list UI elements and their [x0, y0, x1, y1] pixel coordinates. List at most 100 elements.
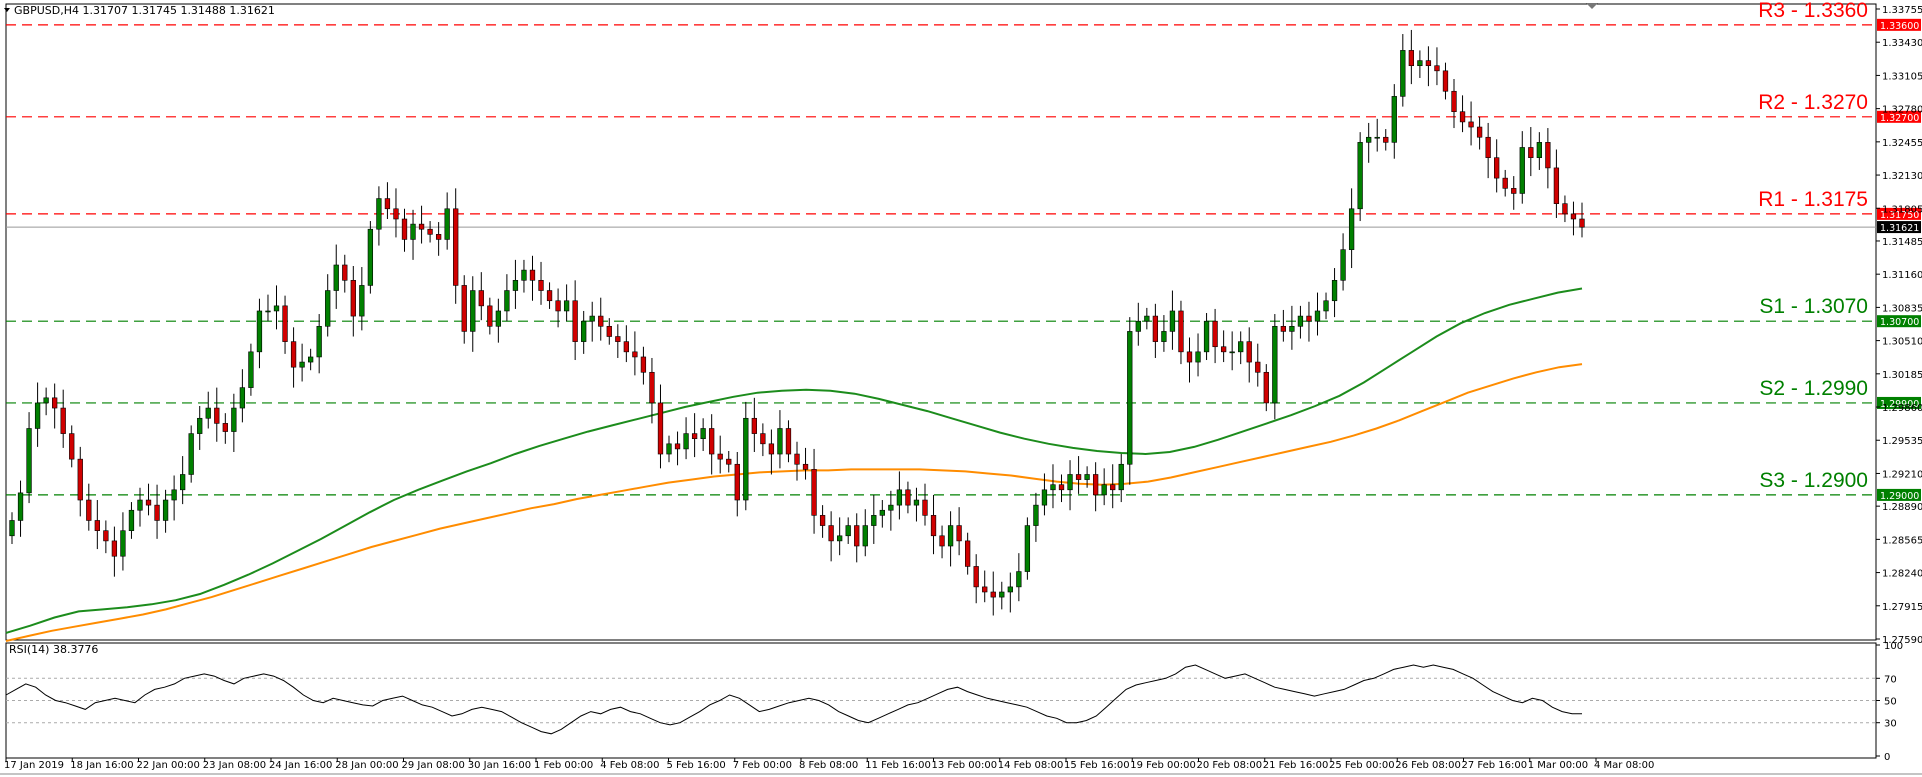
candle-body — [512, 280, 519, 291]
x-tick-label: 24 Jan 16:00 — [269, 760, 332, 771]
candle-body — [581, 320, 587, 342]
level-label: S2 - 1.2990 — [1759, 377, 1868, 400]
candle-body — [1075, 474, 1082, 480]
candle-body — [1195, 351, 1201, 363]
candle-body — [256, 310, 263, 353]
candle-body — [1033, 504, 1039, 526]
x-tick-label: 28 Jan 00:00 — [335, 760, 398, 771]
candle-body — [521, 269, 527, 281]
x-tick-label: 4 Feb 08:00 — [600, 760, 659, 771]
candle-body — [726, 458, 732, 465]
rsi-tick-label: 50 — [1884, 697, 1897, 708]
x-tick-label: 30 Jan 16:00 — [468, 760, 531, 771]
level-label: R2 - 1.3270 — [1758, 91, 1868, 114]
candle-body — [691, 433, 698, 440]
y-tick-label: 1.28890 — [1882, 502, 1922, 513]
level-price-tag-text: 1.33600 — [1880, 21, 1919, 32]
candle-body — [1562, 203, 1568, 215]
candle-body — [657, 402, 664, 455]
candle-body — [248, 351, 254, 388]
y-tick-label: 1.33755 — [1882, 5, 1922, 16]
price-panel — [5, 3, 1877, 641]
level-price-tag-text: 1.30700 — [1880, 317, 1919, 328]
candle-body — [145, 499, 152, 506]
candle-body — [999, 591, 1005, 598]
candle-body — [871, 515, 877, 526]
candle-body — [1110, 484, 1116, 491]
candle-body — [990, 591, 996, 598]
candle-body — [734, 463, 740, 501]
candle-body — [819, 515, 826, 526]
candle-body — [837, 535, 843, 542]
candle-body — [640, 356, 647, 373]
candle-body — [973, 566, 979, 588]
candle-body — [307, 356, 314, 363]
symbol-info: GBPUSD,H4 1.31707 1.31745 1.31488 1.3162… — [14, 4, 275, 17]
y-tick-label: 1.32130 — [1882, 171, 1922, 182]
candle-body — [128, 509, 135, 531]
candle-body — [615, 336, 621, 342]
x-tick-label: 13 Feb 00:00 — [932, 760, 998, 771]
candle-body — [666, 443, 672, 455]
candle-body — [316, 325, 322, 358]
x-tick-label: 1 Mar 00:00 — [1528, 760, 1588, 771]
candle-body — [760, 433, 766, 445]
candle-body — [1092, 474, 1099, 496]
candle-body — [1553, 167, 1560, 204]
candle-body — [342, 264, 348, 281]
candle-body — [1212, 320, 1218, 348]
y-tick-label: 1.32455 — [1882, 138, 1922, 149]
candle-body — [674, 443, 681, 450]
x-tick-label: 23 Jan 08:00 — [203, 760, 266, 771]
candle-body — [546, 290, 553, 302]
candle-body — [444, 208, 450, 240]
candle-body — [1272, 325, 1278, 404]
candle-body — [1340, 249, 1346, 281]
candle-body — [43, 397, 49, 404]
candle-body — [1425, 60, 1432, 67]
level-price-tag-text: 1.29000 — [1880, 491, 1919, 502]
candle-body — [1511, 188, 1517, 194]
level-price-tag — [1877, 18, 1921, 31]
x-tick-label: 4 Mar 08:00 — [1594, 760, 1654, 771]
candle-body — [1152, 315, 1159, 342]
candle-body — [1476, 126, 1483, 138]
level-price-tag — [1877, 110, 1921, 123]
candle-body — [1101, 484, 1107, 496]
candle-body — [1536, 142, 1542, 158]
candle-body — [1203, 320, 1210, 353]
rsi-tick-label: 100 — [1884, 641, 1903, 652]
candle-body — [717, 453, 723, 460]
candle-body — [1417, 60, 1423, 67]
candle-body — [1135, 320, 1141, 332]
level-label: R3 - 1.3360 — [1758, 0, 1868, 22]
candle-body — [282, 305, 288, 342]
collapse-arrow-icon[interactable] — [4, 8, 10, 12]
candle-body — [1502, 177, 1508, 189]
candle-body — [538, 280, 544, 291]
candle-body — [1127, 331, 1133, 465]
candle-body — [205, 407, 211, 419]
candle-body — [52, 397, 58, 409]
candle-body — [794, 453, 800, 465]
candle-body — [589, 315, 595, 322]
x-tick-label: 1 Feb 00:00 — [534, 760, 593, 771]
candle-body — [1118, 463, 1124, 491]
candle-body — [1169, 310, 1176, 332]
x-tick-label: 14 Feb 08:00 — [998, 760, 1064, 771]
candle-body — [418, 223, 425, 230]
candle-body — [239, 387, 246, 409]
y-tick-label: 1.30185 — [1882, 370, 1922, 381]
candle-body — [982, 586, 988, 593]
y-tick-label: 1.30510 — [1882, 337, 1922, 348]
candle-body — [828, 525, 834, 542]
candle-body — [1374, 136, 1380, 139]
current-price-tag-text: 1.31621 — [1880, 223, 1919, 234]
candle-body — [811, 469, 817, 516]
x-tick-label: 27 Feb 16:00 — [1462, 760, 1528, 771]
level-price-tag — [1877, 207, 1921, 220]
candle-body — [435, 234, 442, 240]
candle-body — [1391, 96, 1397, 143]
candle-body — [623, 341, 629, 353]
